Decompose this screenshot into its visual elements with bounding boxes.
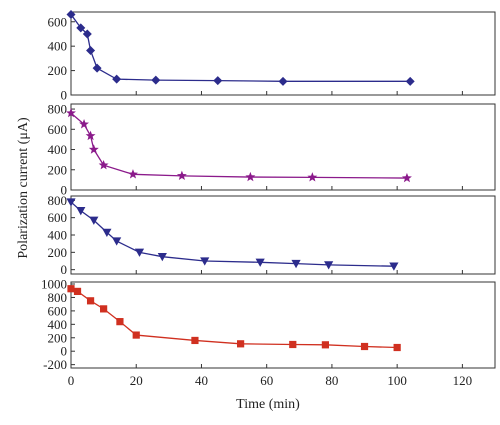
x-tick-label: 100	[387, 373, 407, 388]
x-tick-label: 20	[130, 373, 143, 388]
series-1-point	[213, 76, 223, 86]
y-tick-label: 400	[48, 142, 68, 157]
series-1-point	[278, 76, 288, 86]
series-4-point	[191, 336, 199, 345]
series-3-point	[324, 261, 334, 270]
series-3-point	[89, 216, 99, 225]
series-3-point	[102, 228, 112, 237]
series-2-point	[79, 119, 89, 129]
series-3-point	[76, 207, 86, 216]
y-tick-label: 0	[61, 183, 68, 198]
series-1-point	[66, 9, 76, 19]
series-1-line	[70, 14, 411, 82]
series-4-point	[116, 318, 124, 326]
series-1-point	[112, 74, 122, 84]
series-4-point	[86, 297, 95, 305]
series-3-point	[200, 257, 210, 266]
series-2-point	[245, 171, 256, 182]
series-3-point	[134, 248, 145, 257]
y-tick-label: 800	[48, 193, 68, 208]
series-3-point	[291, 259, 301, 269]
y-axis-label: Polarization current (μA)	[16, 117, 31, 259]
series-3-line	[70, 201, 394, 267]
panel-3-frame	[70, 195, 496, 275]
series-2-line	[70, 112, 407, 179]
series-4-point	[73, 287, 82, 296]
y-tick-label: 600	[48, 14, 68, 29]
x-tick-label: 80	[325, 373, 338, 388]
y-tick-label: 0	[61, 344, 68, 359]
y-tick-label: 600	[48, 303, 68, 318]
series-3-point	[389, 262, 399, 271]
series-4-point	[237, 340, 245, 348]
series-2-point	[128, 169, 138, 179]
panel-1-frame	[70, 11, 496, 96]
series-1-point	[86, 45, 96, 55]
x-tick-label: 60	[260, 373, 273, 388]
series-3-point	[112, 237, 122, 246]
series-1-point	[405, 76, 415, 86]
series-2-point	[307, 172, 318, 182]
y-tick-label: 200	[48, 63, 68, 78]
panel-2: 0 200 400 600 800	[48, 102, 496, 198]
series-1-point	[82, 29, 92, 39]
x-axis-label: Time (min)	[236, 397, 300, 412]
series-3-point	[255, 258, 265, 267]
y-tick-label: 800	[48, 290, 68, 305]
y-tick-label: 0	[61, 88, 68, 103]
x-tick-label: 40	[195, 373, 208, 388]
series-2-point	[98, 160, 109, 170]
series-4-point	[67, 285, 75, 293]
series-3-point	[66, 198, 76, 207]
y-tick-label: 200	[48, 330, 68, 345]
series-2-point	[401, 172, 412, 183]
y-tick-label: 400	[48, 39, 68, 54]
y-tick-label: 200	[48, 162, 68, 177]
x-tick-label: 0	[68, 373, 75, 388]
y-tick-label: 200	[48, 245, 68, 260]
series-4-point	[321, 341, 329, 349]
panel-2-frame	[70, 103, 496, 191]
x-tick-label: 120	[453, 373, 473, 388]
series-2-point	[85, 130, 96, 141]
series-4-point	[360, 342, 369, 351]
series-3-point	[157, 252, 167, 262]
y-tick-label: 0	[61, 262, 68, 277]
series-1-point	[92, 63, 102, 73]
y-tick-label: 600	[48, 210, 68, 225]
series-1-point	[151, 75, 161, 85]
y-tick-label: 400	[48, 317, 68, 332]
y-tick-label: 600	[48, 122, 68, 137]
panel-3: 0 200 400 600 800	[48, 193, 496, 277]
y-tick-label: 800	[48, 102, 68, 117]
y-tick-label: -200	[43, 357, 67, 372]
series-2-point	[176, 170, 187, 181]
panel-1: 0 200 400 600	[48, 9, 496, 103]
y-tick-label: 1000	[41, 277, 67, 292]
panel-4-frame	[70, 281, 496, 369]
series-4-point	[132, 331, 140, 339]
y-tick-label: 400	[48, 228, 68, 243]
series-2-point	[66, 107, 76, 118]
series-4-point	[393, 343, 401, 352]
series-4-point	[100, 305, 108, 313]
series-1-point	[76, 23, 86, 33]
series-2-point	[88, 144, 99, 154]
series-4-point	[289, 340, 297, 349]
